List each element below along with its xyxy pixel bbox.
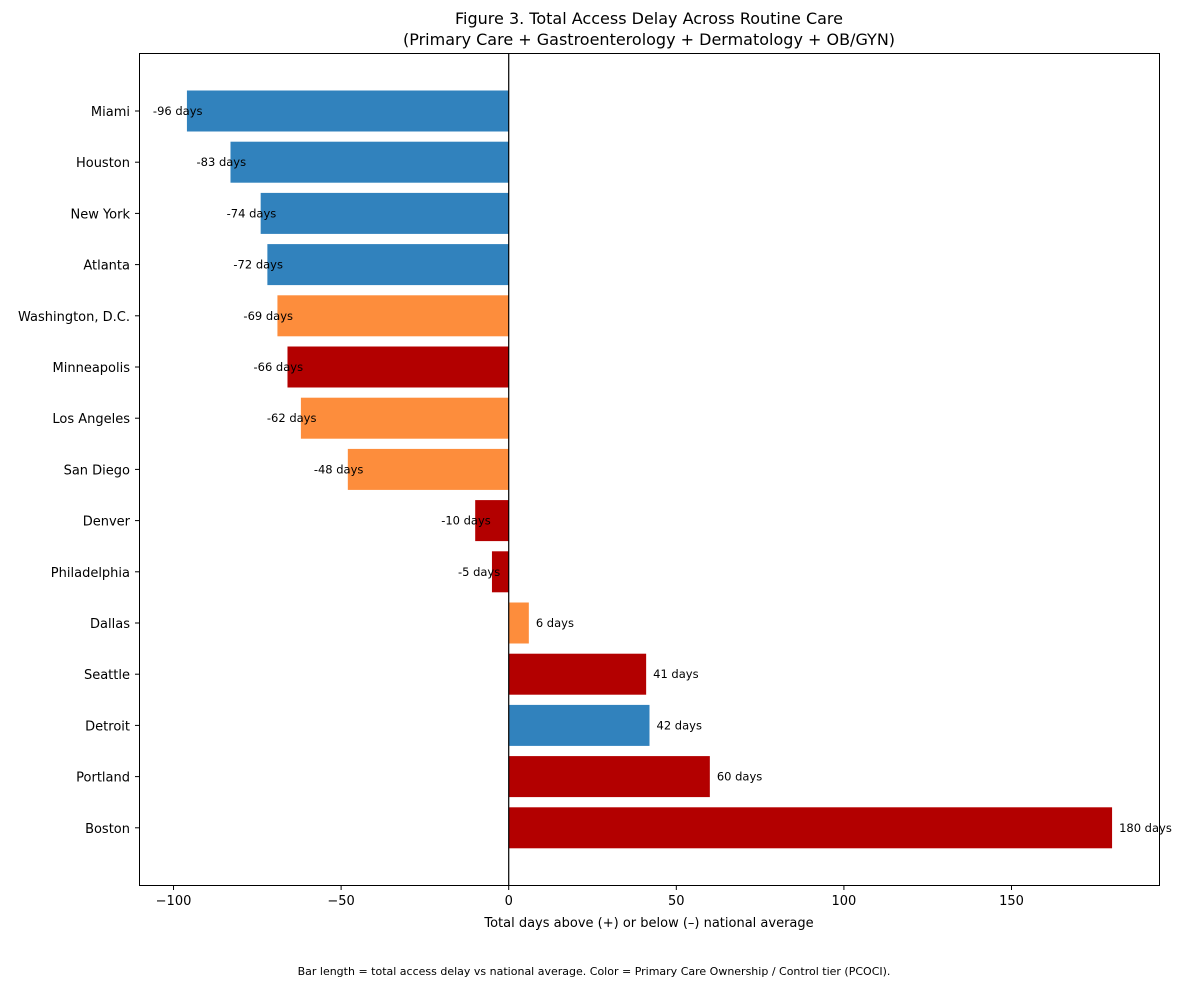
- x-tick-label-4: 100: [832, 894, 857, 909]
- value-label-san-diego: -48 days: [314, 462, 364, 476]
- y-tick-label-minneapolis: Minneapolis: [53, 361, 131, 376]
- value-label-new-york: -74 days: [227, 206, 277, 220]
- bar-washington-d-c: [277, 295, 509, 337]
- y-tick-label-detroit: Detroit: [85, 719, 130, 734]
- x-tick-label-5: 150: [999, 894, 1024, 909]
- y-tick-label-houston: Houston: [76, 156, 130, 171]
- y-tick-label-philadelphia: Philadelphia: [51, 566, 130, 581]
- bars-group: [186, 90, 1113, 849]
- y-tick-label-washington-d-c: Washington, D.C.: [18, 310, 130, 325]
- bar-miami: [186, 90, 509, 132]
- bar-atlanta: [267, 244, 509, 286]
- x-tick-label-1: −50: [327, 894, 354, 909]
- y-tick-label-new-york: New York: [70, 207, 130, 222]
- x-tick-label-2: 0: [505, 894, 513, 909]
- value-label-detroit: 42 days: [657, 718, 702, 732]
- value-label-miami: -96 days: [153, 104, 203, 118]
- bar-boston: [508, 807, 1113, 849]
- x-tick-label-3: 50: [668, 894, 685, 909]
- bar-detroit: [508, 704, 650, 746]
- chart-title-line1: Figure 3. Total Access Delay Across Rout…: [455, 9, 843, 28]
- y-tick-label-los-angeles: Los Angeles: [52, 412, 130, 427]
- value-label-denver: -10 days: [441, 514, 491, 528]
- value-label-minneapolis: -66 days: [253, 360, 303, 374]
- bar-philadelphia: [491, 551, 509, 593]
- value-label-portland: 60 days: [717, 770, 762, 784]
- plot-frame: [139, 53, 1160, 886]
- y-tick-label-san-diego: San Diego: [64, 463, 130, 478]
- value-label-philadelphia: -5 days: [458, 565, 500, 579]
- y-tick-label-portland: Portland: [76, 771, 130, 786]
- bar-denver: [475, 500, 509, 542]
- x-axis-label: Total days above (+) or below (–) nation…: [483, 916, 813, 931]
- bar-portland: [508, 756, 710, 798]
- y-axis-ticks: Miami Houston New York Atlanta Washington, D…: [18, 105, 140, 837]
- footnote: Bar length = total access delay vs natio…: [298, 965, 891, 978]
- chart-title-line2: (Primary Care + Gastroenterology + Derma…: [403, 30, 895, 49]
- value-label-atlanta: -72 days: [233, 258, 283, 272]
- value-label-washington-d-c: -69 days: [243, 309, 293, 323]
- bar-los-angeles: [300, 397, 509, 439]
- x-axis-ticks: −100 −50 0 50 100 150: [156, 885, 1024, 909]
- y-tick-label-boston: Boston: [85, 822, 130, 837]
- y-tick-label-seattle: Seattle: [84, 668, 130, 683]
- value-labels-group: -96 days -83 days -74 days -72 days -69 days…: [153, 104, 1172, 835]
- bar-seattle: [508, 653, 647, 695]
- value-label-dallas: 6 days: [536, 616, 574, 630]
- y-tick-label-atlanta: Atlanta: [83, 259, 130, 274]
- x-tick-label-0: −100: [156, 894, 192, 909]
- y-tick-label-denver: Denver: [83, 515, 131, 530]
- value-label-boston: 180 days: [1119, 821, 1172, 835]
- bar-houston: [230, 141, 509, 183]
- value-label-houston: -83 days: [197, 155, 247, 169]
- y-tick-label-dallas: Dallas: [90, 617, 130, 632]
- y-tick-label-miami: Miami: [91, 105, 130, 120]
- bar-new-york: [260, 192, 509, 234]
- bar-dallas: [508, 602, 529, 644]
- value-label-seattle: 41 days: [653, 667, 698, 681]
- bar-san-diego: [347, 448, 509, 490]
- bar-minneapolis: [287, 346, 509, 388]
- value-label-los-angeles: -62 days: [267, 411, 317, 425]
